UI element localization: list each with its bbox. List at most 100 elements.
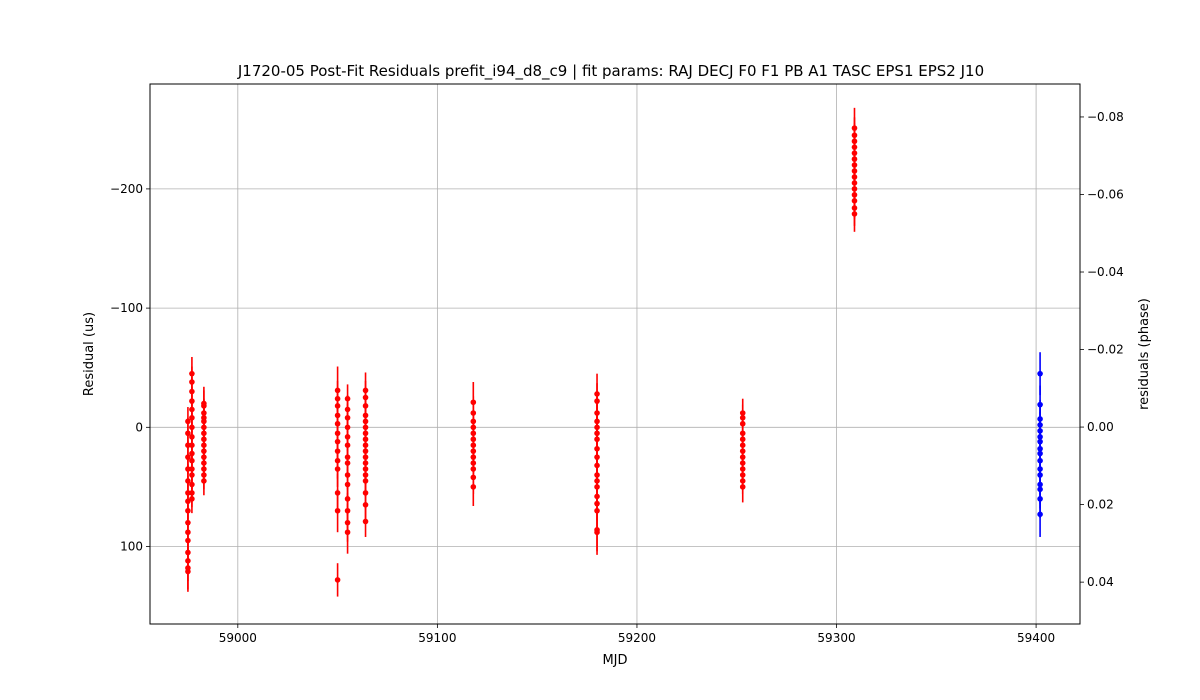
data-point	[201, 454, 207, 460]
data-point	[185, 442, 191, 448]
data-point	[189, 450, 195, 457]
data-point	[344, 460, 351, 466]
data-point	[470, 410, 477, 416]
data-point	[851, 180, 858, 186]
x-axis-ticks: 59000 59100 59200 59300 59400	[219, 624, 1055, 645]
data-point	[185, 529, 191, 536]
data-point	[334, 387, 341, 394]
data-point	[344, 529, 351, 536]
y2-tick-label: 0.02	[1087, 498, 1114, 512]
data-point	[362, 501, 369, 508]
data-point	[362, 403, 369, 409]
x-tick-label: 59400	[1017, 631, 1055, 645]
data-point	[201, 430, 207, 437]
data-point	[334, 577, 341, 583]
data-point	[470, 454, 477, 460]
data-point	[189, 406, 195, 413]
data-point	[362, 454, 369, 460]
data-point	[851, 156, 858, 162]
data-point	[344, 424, 351, 431]
data-point	[1037, 401, 1043, 408]
data-point	[470, 484, 477, 490]
y-tick-label: −100	[110, 301, 143, 315]
data-point	[334, 448, 341, 454]
data-point	[739, 460, 746, 466]
data-point	[201, 424, 207, 431]
data-point	[185, 430, 191, 437]
data-point	[1037, 428, 1043, 434]
data-point	[189, 388, 195, 395]
data-point	[739, 414, 746, 421]
data-point	[594, 391, 600, 397]
data-points	[185, 107, 1043, 597]
data-point	[185, 454, 191, 460]
data-point	[470, 399, 477, 406]
data-point	[189, 466, 195, 472]
data-point	[201, 466, 207, 472]
data-point	[201, 436, 207, 443]
data-point	[344, 496, 351, 502]
data-point	[362, 460, 369, 466]
data-point	[594, 430, 600, 437]
data-point	[344, 481, 351, 488]
x-axis-label: MJD	[602, 653, 627, 668]
data-point	[594, 529, 600, 536]
data-point	[334, 412, 341, 419]
data-point	[362, 448, 369, 454]
data-point	[470, 418, 477, 425]
data-point	[1037, 466, 1043, 472]
data-point	[201, 418, 207, 425]
data-point	[594, 472, 600, 478]
x-tick-label: 59100	[418, 631, 456, 645]
data-point	[189, 379, 195, 385]
data-point	[189, 496, 195, 502]
data-point	[185, 418, 191, 425]
data-point	[851, 186, 858, 192]
data-point	[1037, 486, 1043, 493]
data-point	[1037, 445, 1043, 452]
data-point	[594, 493, 600, 500]
data-point	[594, 462, 600, 469]
series-1	[1037, 352, 1043, 537]
data-point	[470, 466, 477, 472]
data-point	[334, 490, 341, 496]
data-point	[851, 144, 858, 150]
data-point	[851, 174, 858, 180]
data-point	[470, 448, 477, 454]
data-point	[470, 424, 477, 431]
data-point	[470, 442, 477, 448]
data-point	[851, 138, 858, 145]
data-point	[739, 472, 746, 478]
x-tick-label: 59200	[618, 631, 656, 645]
data-point	[201, 448, 207, 454]
data-point	[334, 420, 341, 427]
data-point	[470, 436, 477, 443]
grid-lines	[150, 84, 1080, 624]
data-point	[362, 430, 369, 437]
data-point	[344, 519, 351, 526]
data-point	[344, 414, 351, 421]
data-point	[362, 424, 369, 431]
data-point	[362, 490, 369, 496]
data-point	[851, 132, 858, 139]
data-point	[851, 168, 858, 174]
data-point	[1037, 481, 1043, 488]
data-point	[344, 434, 351, 440]
data-point	[851, 192, 858, 198]
data-point	[189, 414, 195, 421]
data-point	[185, 519, 191, 526]
data-point	[739, 448, 746, 454]
data-point	[189, 398, 195, 404]
data-point	[362, 394, 369, 401]
data-point	[1037, 416, 1043, 422]
data-point	[594, 454, 600, 460]
data-point	[362, 387, 369, 394]
data-point	[201, 460, 207, 466]
data-point	[594, 418, 600, 425]
data-point	[1037, 438, 1043, 445]
data-point	[185, 478, 191, 484]
data-point	[185, 549, 191, 556]
y-axis-ticks: −200 −100 0 100	[110, 182, 150, 554]
data-point	[344, 442, 351, 448]
